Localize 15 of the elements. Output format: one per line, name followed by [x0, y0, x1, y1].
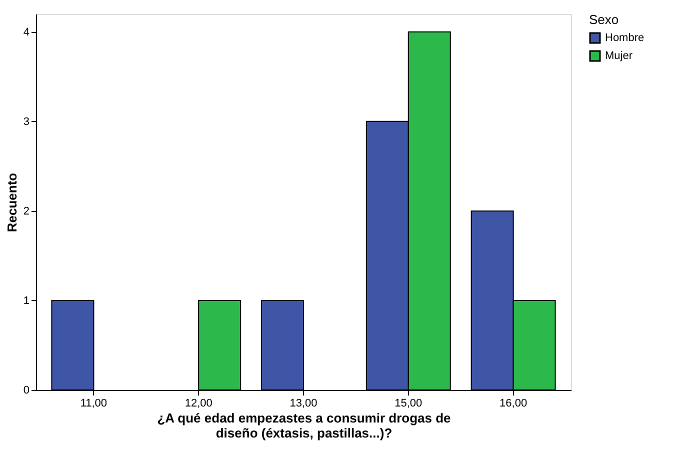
y-tick-label: 1: [23, 294, 30, 307]
y-tick-label: 0: [23, 384, 30, 396]
legend-title: Sexo: [589, 12, 619, 27]
y-tick-label: 2: [23, 205, 30, 218]
legend-label: Hombre: [605, 32, 644, 44]
x-tick-label: 16,00: [500, 398, 528, 410]
x-tick-label: 11,00: [80, 398, 108, 410]
y-tick-label: 4: [23, 26, 30, 38]
x-tick-label: 12,00: [184, 398, 212, 410]
legend-label: Mujer: [605, 50, 633, 62]
x-tick-label: 15,00: [394, 398, 422, 410]
y-axis-title: Recuento: [4, 172, 20, 232]
x-tick-label: 13,00: [290, 398, 318, 410]
x-axis-title: ¿A qué edad empezastes a consumir drogas de diseño (éxtasis, pastillas...)?: [157, 410, 451, 440]
y-tick-label: 3: [23, 116, 30, 128]
